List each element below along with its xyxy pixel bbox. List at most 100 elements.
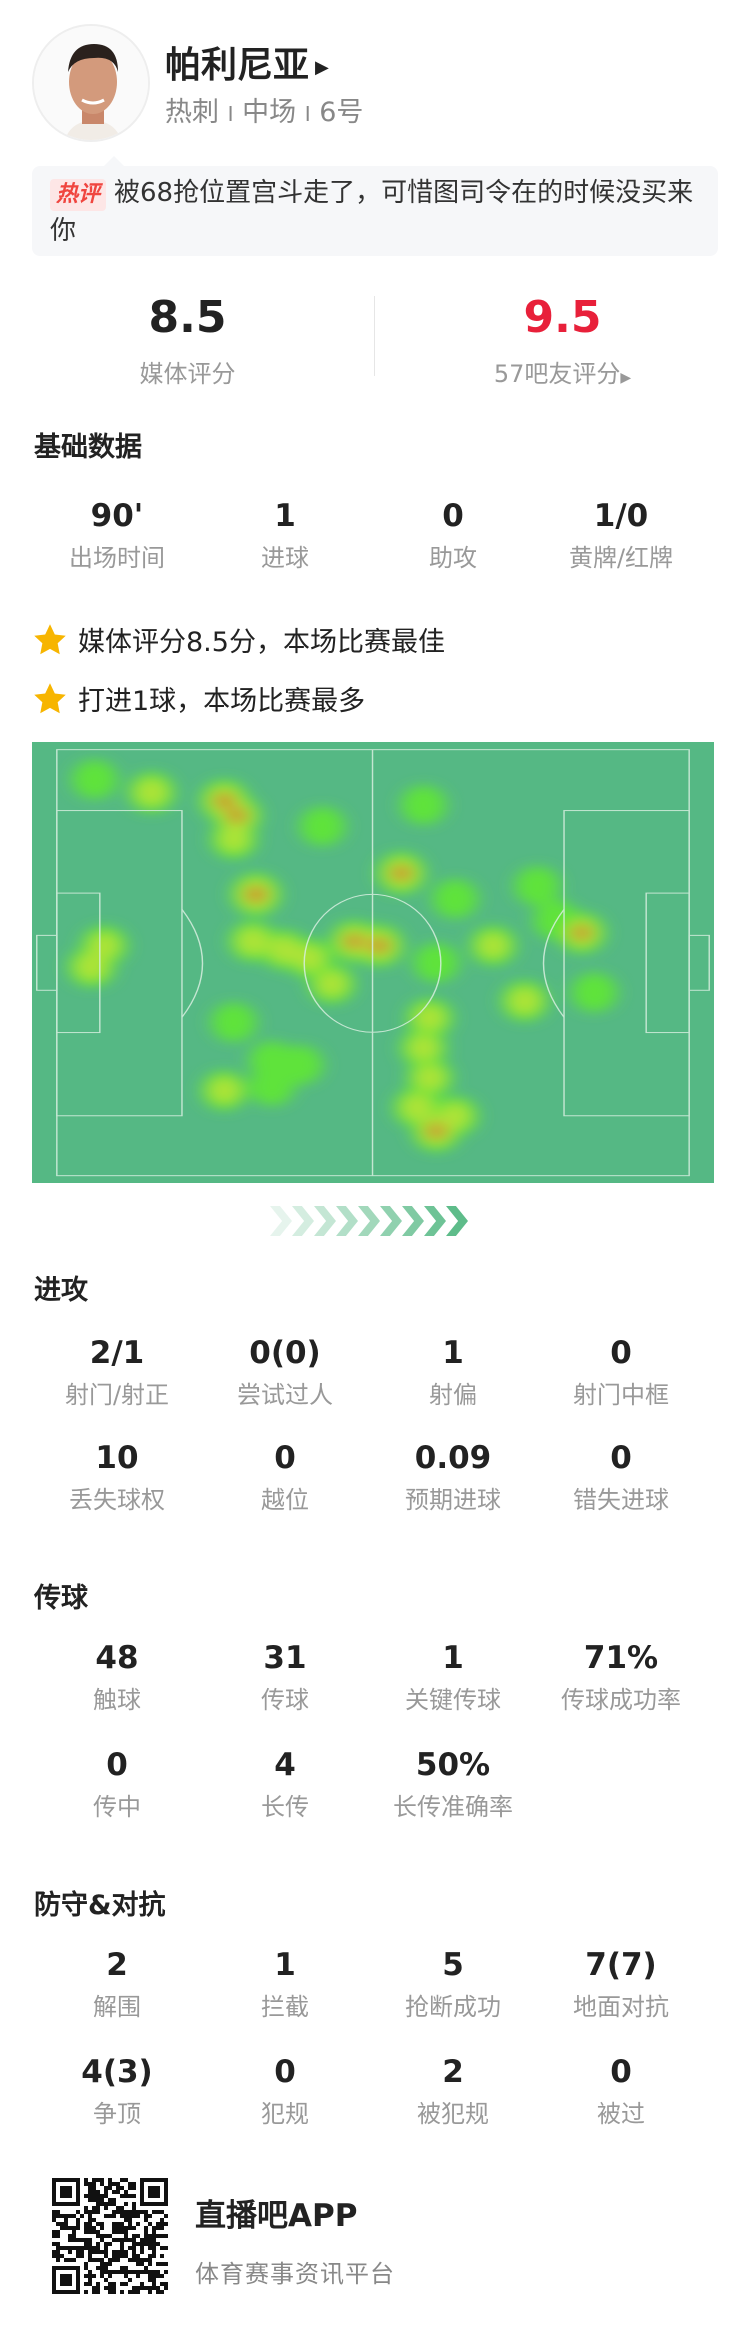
stat-basic: 1/0 黄牌/红牌: [537, 496, 705, 573]
stat-value: 2: [106, 1947, 128, 1983]
chevron-right-icon: [380, 1206, 402, 1236]
fan-rating-value: 9.5: [523, 292, 602, 343]
stat-label: 被过: [597, 2100, 645, 2128]
chevron-right-icon: [336, 1206, 358, 1236]
stat-value: 0(0): [249, 1335, 321, 1371]
hot-comment[interactable]: 热评 被68抢位置宫斗走了，可惜图司令在的时候没买来你: [32, 156, 718, 256]
stat-value: 4: [274, 1747, 296, 1783]
stat-value: 1: [442, 1335, 464, 1371]
stat-passing: 31 传球: [201, 1638, 369, 1715]
stat-value: 71%: [583, 1640, 659, 1676]
stat-defense: 0 犯规: [201, 2052, 369, 2129]
attack-direction-arrows: [270, 1206, 468, 1236]
heat-point: [413, 943, 459, 983]
heatmap-pitch: [32, 742, 714, 1183]
section-title-basic: 基础数据: [34, 432, 142, 463]
heat-point: [392, 865, 411, 882]
stat-attack: 0 射门中框: [537, 1333, 705, 1410]
chevron-right-icon: [424, 1206, 446, 1236]
stat-label: 进球: [261, 544, 309, 572]
caret-right-icon: ▶: [315, 56, 329, 78]
highlight-item: 媒体评分8.5分，本场比赛最佳: [32, 620, 445, 659]
stat-passing: 50% 长传准确率: [369, 1745, 537, 1822]
stat-value: 0: [610, 1335, 632, 1371]
position: 中场: [242, 97, 297, 128]
stat-label: 长传准确率: [393, 1793, 513, 1821]
heat-point: [237, 927, 269, 956]
stat-value: 1/0: [593, 498, 649, 534]
heat-point: [401, 1093, 434, 1122]
player-info: 热刺 I 中场 I 6号: [165, 90, 363, 129]
heat-point: [209, 1077, 240, 1104]
player-avatar[interactable]: [32, 24, 150, 142]
stat-passing: 4 长传: [201, 1745, 369, 1822]
stat-value: 2/1: [89, 1335, 145, 1371]
heat-point: [249, 1066, 295, 1106]
qr-code[interactable]: [52, 2178, 168, 2294]
fan-rating[interactable]: 9.5 57吧友评分▶: [375, 290, 750, 389]
stat-defense: 0 被过: [537, 2052, 705, 2129]
stat-label: 传球成功率: [561, 1686, 681, 1714]
stat-label: 地面对抗: [573, 1993, 669, 2021]
stat-passing: 71% 传球成功率: [537, 1638, 705, 1715]
heat-point: [514, 866, 560, 906]
media-rating: 8.5 媒体评分: [0, 290, 375, 389]
stat-value: 0: [442, 498, 464, 534]
fan-rating-label: 57吧友评分: [493, 360, 621, 388]
heat-point: [571, 972, 617, 1013]
highlight-text: 打进1球，本场比赛最多: [78, 686, 366, 717]
stat-defense: 4(3) 争顶: [33, 2052, 201, 2129]
heat-point: [72, 759, 118, 800]
player-name[interactable]: 帕利尼亚 ▶: [165, 36, 329, 88]
hot-comment-tag: 热评: [50, 179, 107, 211]
divider: [374, 296, 375, 376]
stat-label: 尝试过人: [237, 1381, 333, 1409]
stat-label: 黄牌/红牌: [568, 544, 674, 572]
stat-value: 0: [106, 1747, 128, 1783]
stat-label: 错失进球: [573, 1486, 669, 1514]
chevron-right-icon: [270, 1206, 292, 1236]
team: 热刺: [165, 97, 219, 128]
stat-attack: 10 丢失球权: [33, 1438, 201, 1515]
heat-point: [215, 792, 234, 809]
pitch-lines: [36, 749, 710, 1177]
stat-value: 1: [274, 498, 296, 534]
heat-point: [408, 1034, 439, 1062]
stat-value: 48: [95, 1640, 139, 1676]
stat-label: 长传: [261, 1793, 309, 1821]
stat-label: 关键传球: [405, 1686, 501, 1714]
stat-defense: 5 抢断成功: [369, 1945, 537, 2022]
heat-point: [294, 945, 325, 972]
stat-attack: 0 错失进球: [537, 1438, 705, 1515]
stat-label: 传球: [261, 1686, 309, 1714]
section-title-defense: 防守&对抗: [34, 1890, 166, 1921]
stat-value: 50%: [415, 1747, 491, 1783]
stat-value: 0.09: [414, 1440, 492, 1476]
stat-label: 出场时间: [69, 544, 165, 572]
section-title-attack: 进攻: [34, 1275, 88, 1306]
stat-value: 0: [610, 2054, 632, 2090]
stat-defense: 2 解围: [33, 1945, 201, 2022]
chevron-right-icon: [292, 1206, 314, 1236]
stat-label: 犯规: [261, 2100, 309, 2128]
chevron-right-icon: [314, 1206, 336, 1236]
hot-comment-text: 被68抢位置宫斗走了，可惜图司令在的时候没买来你: [50, 178, 694, 246]
stat-attack: 0.09 预期进球: [369, 1438, 537, 1515]
stat-passing: 0 传中: [33, 1745, 201, 1822]
heat-point: [228, 807, 246, 824]
heat-point: [414, 1064, 446, 1091]
stat-defense: 1 拦截: [201, 1945, 369, 2022]
media-rating-label: 媒体评分: [139, 360, 236, 388]
heat-point: [268, 936, 300, 964]
player-name-text: 帕利尼亚: [165, 45, 310, 86]
stat-value: 4(3): [81, 2054, 153, 2090]
separator: I: [304, 102, 311, 126]
heat-point: [370, 937, 389, 954]
stat-basic: 1 进球: [201, 496, 369, 573]
heat-point: [573, 925, 591, 941]
stat-value: 1: [274, 1947, 296, 1983]
stat-value: 0: [610, 1440, 632, 1476]
stat-attack: 2/1 射门/射正: [33, 1333, 201, 1410]
heat-point: [508, 987, 541, 1015]
stat-value: 0: [274, 1440, 296, 1476]
